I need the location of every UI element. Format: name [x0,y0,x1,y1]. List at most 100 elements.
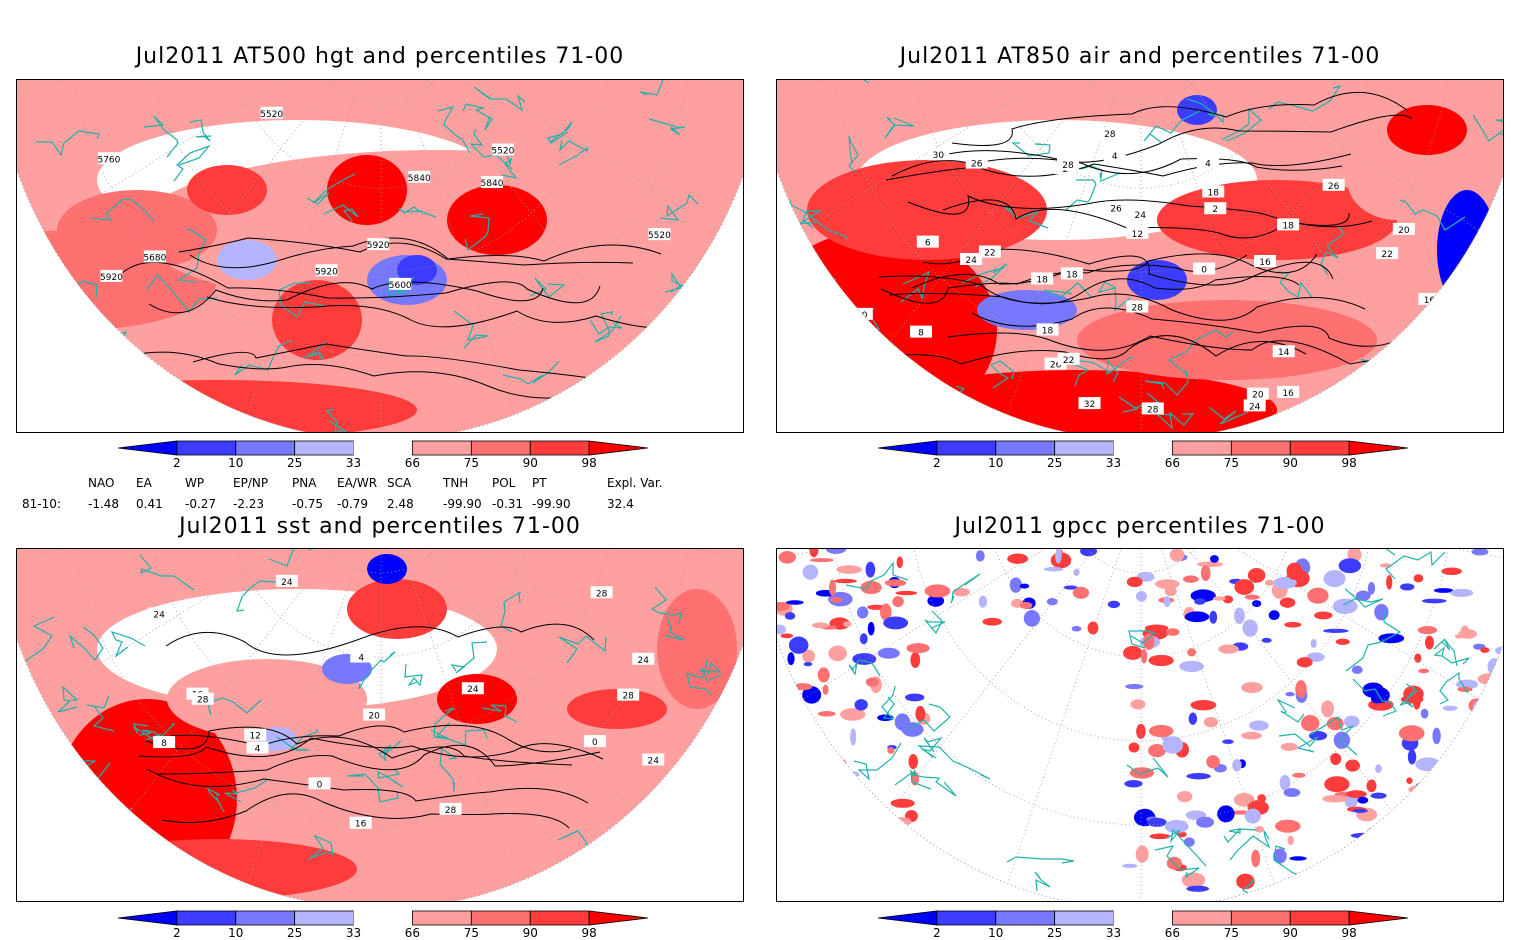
coastline [1320,225,1345,276]
precip-anomaly-patch [887,747,895,754]
precip-anomaly-patch [828,579,837,596]
contour-label: 18 [1036,323,1059,336]
percentile-region [77,839,357,899]
precip-anomaly-patch [1480,647,1490,653]
colorbar-tick-label: 2 [933,926,941,940]
precip-anomaly-patch [910,652,921,669]
coastline [1223,827,1257,843]
colorbar-swatch [1054,910,1114,926]
svg-text:28: 28 [1062,161,1074,171]
precip-anomaly-patch [1206,755,1220,769]
contour-label: 30 [927,148,950,161]
contour-label: 5920 [315,264,338,277]
graticule [247,549,382,884]
index-header: TNH [443,476,469,490]
coastline [689,291,718,336]
precip-anomaly-patch [1279,774,1291,791]
coastline [778,809,813,839]
precip-anomaly-patch [1384,829,1400,841]
contour-label: 22 [1376,247,1399,260]
precip-anomaly-patch [780,633,794,639]
precip-anomaly-patch [828,645,847,662]
precip-anomaly-patch [1338,558,1362,574]
coastline [306,173,356,205]
coastline [589,311,613,335]
contour-label: 24 [1129,208,1152,221]
precip-anomaly-patch [1280,742,1298,751]
precip-anomaly-patch [777,624,787,635]
precip-anomaly-patch [895,590,918,596]
precip-anomaly-patch [1162,736,1184,754]
coastline [93,330,128,360]
panel-title-hgt: Jul2011 AT500 hgt and percentiles 71-00 [135,44,625,69]
coastline [1221,107,1262,142]
precip-anomaly-patch [1345,759,1360,772]
precip-anomaly-patch [1411,829,1421,834]
precip-anomaly-patch [1209,610,1218,624]
svg-text:5600: 5600 [389,281,412,291]
precip-anomaly-patch [1487,658,1502,676]
coastline [1433,638,1458,667]
coastline [686,658,713,696]
coastline [86,695,115,732]
map-panel-sst: 040481216202428162424282824282024 [16,548,744,902]
contour-label: 28 [1098,127,1121,140]
colorbar-swatch [995,910,1056,926]
contour-line [887,335,1307,365]
precip-anomaly-patch [1473,855,1489,870]
precip-anomaly-patch [1143,633,1155,650]
coastline [346,773,399,803]
coastline [189,119,212,142]
coastline [404,663,423,687]
colorbar-tick-label: 2 [173,456,181,470]
precip-anomaly-patch [1284,621,1302,628]
precip-anomaly-patch [811,622,829,629]
contour-label: 16 [349,816,372,830]
precip-anomaly-patch [1268,610,1280,621]
precip-anomaly-patch [791,717,802,723]
coastline [1472,114,1503,142]
svg-text:18: 18 [1282,221,1294,231]
contour-label: 2 [1204,202,1227,215]
precip-anomaly-patch [793,683,813,691]
precip-anomaly-patch [1218,644,1239,654]
contour-label: 4 [246,741,269,755]
precip-anomaly-patch [1197,561,1224,568]
graticule [1140,549,1275,884]
contour-line [947,332,1414,374]
colorbar-tick-label: 66 [404,926,421,940]
precip-anomaly-patch [1322,794,1348,803]
precip-anomaly-patch [1378,633,1405,644]
coastline [1034,871,1051,892]
contour-label: 22 [1057,352,1080,366]
precip-anomaly-patch [1255,826,1265,833]
coastline [1495,119,1503,141]
precip-anomaly-patch [975,550,985,562]
precip-anomaly-patch [802,649,815,663]
coastline [893,861,919,895]
coastline [1376,847,1403,874]
precip-anomaly-patch [1462,812,1475,821]
colorbar-air: 2 10 25 33 66 75 90 98 [878,440,1408,472]
coastline [268,549,314,567]
precip-anomaly-patch [1421,598,1447,604]
precip-anomaly-patch [1374,603,1389,621]
precip-anomaly-patch [817,711,836,717]
precip-anomaly-patch [1310,638,1317,648]
contour-label: 28 [439,802,462,816]
graticule [247,80,382,415]
colorbar-swatch [353,911,413,925]
precip-anomaly-patch [1406,777,1413,784]
precip-anomaly-patch [844,856,866,867]
contour-label: 28 [191,692,214,706]
precip-anomaly-patch [1492,840,1503,858]
contour-line [911,253,1318,289]
precip-anomaly-patch [1348,868,1370,877]
panel-title-air: Jul2011 AT850 air and percentiles 71-00 [899,44,1381,69]
coastline [1336,893,1364,901]
contour-label: 10 [850,307,873,321]
coastline [450,641,488,674]
contour-label: 24 [1243,399,1266,412]
colorbar-swatch [529,910,590,926]
precip-anomaly-patch [791,755,806,768]
